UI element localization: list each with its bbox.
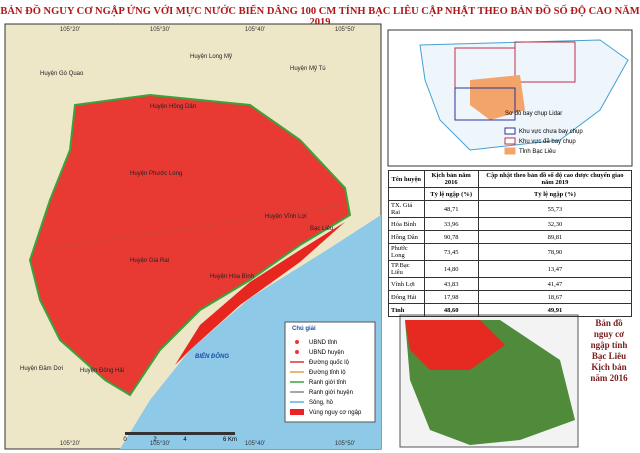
legend-symbol [295,340,299,344]
table-cell: Vĩnh Lợi [388,277,425,291]
table-cell: 78,90 [477,243,633,261]
place-label: Huyện Giá Rai [130,258,169,264]
legend-box [284,321,376,423]
legend-label: UBND huyện [309,350,344,356]
place-label: Huyện Phước Long [130,171,182,177]
table-cell: TX. Giá Rai [388,200,425,218]
table-cell: Đông Hải [388,290,425,304]
table-row: Vĩnh Lợi 43,83 41,47 [388,277,633,291]
coordinate-label: 105°20' [60,27,80,33]
national-road [39,204,346,251]
table-cell: Tỉnh [388,303,425,317]
place-label: Huyện Đầm Dơi [20,366,63,372]
table-cell: 32,30 [477,217,633,231]
legend-label: Đường tỉnh lộ [309,369,346,376]
inset-label: Khu vực đã bay chụp [519,139,576,145]
coordinate-label: 105°50' [335,441,355,447]
scale-label: 0 [123,437,127,443]
table-cell: 49,91 [477,303,633,317]
sea-label: BIỂN ĐÔNG [195,352,229,360]
scale-label: 4 [183,437,187,443]
table-cell: 89,81 [477,230,633,244]
inset-region [419,39,629,151]
table-cell: Phước Long [388,243,425,261]
legend-symbol [295,350,299,354]
scale-label: 2 [153,437,157,443]
table-row: TX. Giá Rai 48,71 55,73 [388,200,633,218]
coordinate-label: 105°50' [335,27,355,33]
inset-label: Khu vực chưa bay chụp [519,129,583,135]
place-label: Bạc Liêu [310,226,333,232]
table-cell: 73,45 [423,243,479,261]
inset-symbol [504,137,516,145]
table-cell: TP.Bạc Liêu [388,260,425,278]
inset-title: Sơ đồ bay chụp Lidar [505,111,562,117]
table-cell: Hòa Bình [388,217,425,231]
legend-label: Vùng nguy cơ ngập [309,410,362,416]
inset-symbol [504,147,516,155]
table-cell: 17,98 [423,290,479,304]
legend-symbol [290,409,304,415]
coastal-flood [175,222,345,365]
table-subheader: Tỷ lệ ngập (%) Tỷ lệ ngập (%) [388,187,633,201]
minimap-flood [405,320,505,370]
coordinate-label: 105°30' [150,441,170,447]
table-row: Tỉnh 48,60 49,91 [388,303,633,317]
place-label: Huyện Gò Quao [40,71,84,77]
subheader-cell: Tỷ lệ ngập (%) [423,187,479,201]
table-cell: 18,67 [477,290,633,304]
inset-flown [514,41,576,83]
table-row: TP.Bạc Liêu 14,80 13,47 [388,260,633,278]
table-cell: 33,96 [423,217,479,231]
table-cell: 48,71 [423,200,479,218]
header-cell: Cập nhật theo bản đồ số độ cao được chuy… [477,170,633,188]
coordinate-label: 105°40' [245,27,265,33]
subheader-cell: Tỷ lệ ngập (%) [477,187,633,201]
table-cell: 41,47 [477,277,633,291]
legend-label: UBND tỉnh [309,339,337,346]
header-cell: Tên huyện [388,170,425,188]
table-row: Hồng Dân 90,78 89,81 [388,230,633,244]
table-cell: 13,47 [477,260,633,278]
minimap-caption: Bản đồ nguy cơ ngập tỉnh Bạc Liêu Kịch b… [590,318,628,383]
place-label: Huyện Mỹ Tú [290,66,326,72]
coordinate-label: 105°20' [60,441,80,447]
inset-unflown [454,87,516,121]
inset-province [470,75,525,120]
place-label: Huyện Vĩnh Lợi [265,214,307,220]
flood-zone [28,93,352,397]
legend-label: Ranh giới huyện [309,390,353,396]
place-label: Huyện Hồng Dân [150,104,196,110]
inset-symbol [504,127,516,135]
table-cell: 48,60 [423,303,479,317]
table-row: Hòa Bình 33,96 32,30 [388,217,633,231]
place-label: Huyện Đông Hải [80,368,124,374]
table-cell: 43,83 [423,277,479,291]
legend-title: Chú giải [292,326,316,332]
place-label: Huyện Hòa Bình [210,274,254,280]
table-cell: 55,73 [477,200,633,218]
coordinate-label: 105°40' [245,441,265,447]
map-title: BẢN ĐỒ NGUY CƠ NGẬP ỨNG VỚI MỰC NƯỚC BIỂ… [0,6,640,28]
table-cell: Hồng Dân [388,230,425,244]
legend-label: Đường quốc lộ [309,360,350,366]
place-label: Huyện Long Mỹ [190,54,232,60]
table-row: Phước Long 73,45 78,90 [388,243,633,261]
inset-label: Tỉnh Bạc Liêu [519,148,556,155]
table-cell: 14,80 [423,260,479,278]
table-header: Tên huyện Kịch bản năm 2016 Cập nhật theo … [388,170,633,188]
table-cell: 90,78 [423,230,479,244]
scale-bar [125,432,235,435]
coordinate-label: 105°30' [150,27,170,33]
legend-label: Sông, hồ [309,400,334,406]
flood-table: Tên huyện Kịch bản năm 2016 Cập nhật theo … [388,170,633,317]
scale-label: 6 Km [223,437,237,443]
header-cell [388,187,425,201]
legend-label: Ranh giới tỉnh [309,379,346,386]
header-cell: Kịch bản năm 2016 [423,170,479,188]
table-row: Đông Hải 17,98 18,67 [388,290,633,304]
